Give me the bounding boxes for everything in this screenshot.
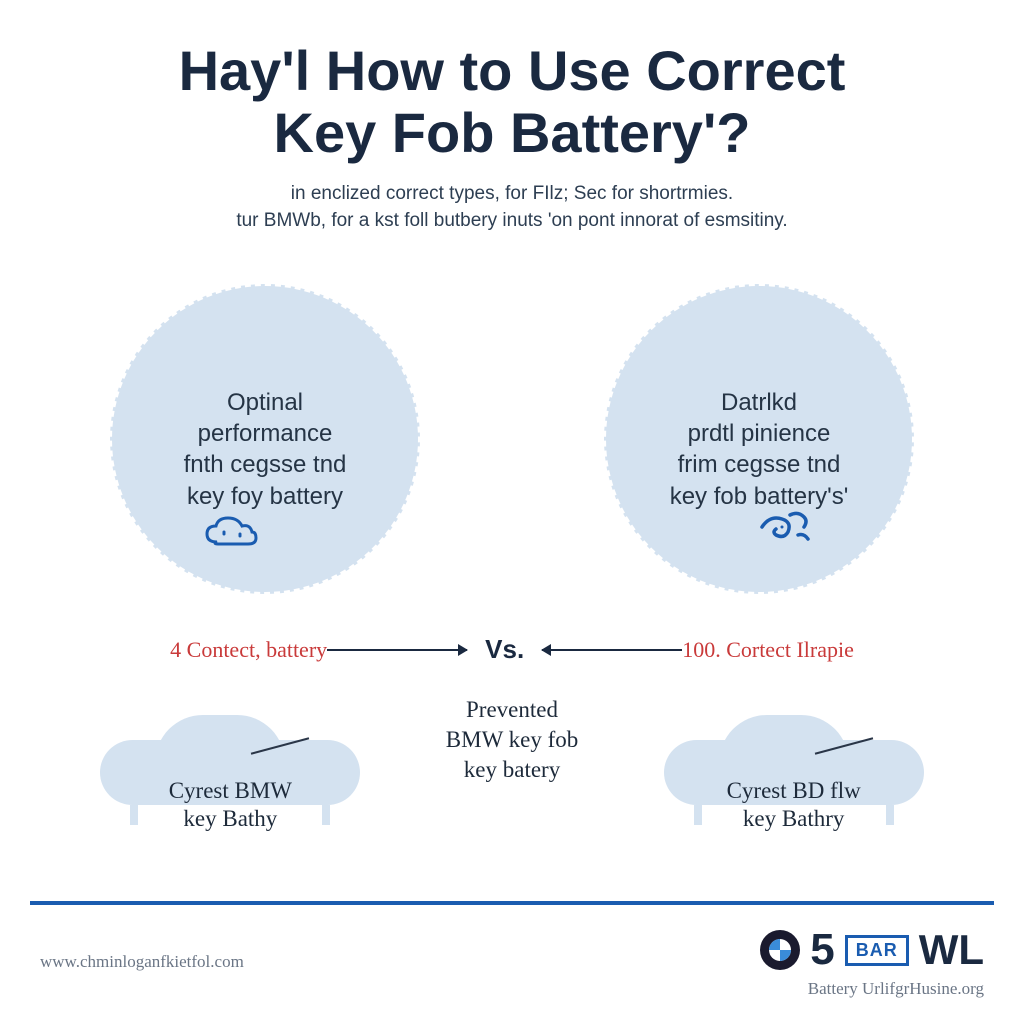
right-circle: Datrlkd prdtl pinience frim cegsse tnd k… — [604, 284, 914, 594]
right-car-block: Cyrest BD flw key Bathry — [648, 715, 939, 815]
left-car-block: Cyrest BMW key Bathy — [85, 715, 376, 815]
big-5: 5 — [810, 925, 834, 975]
title-line1: Hay'l How to Use Correct — [50, 40, 974, 102]
footer-url-left: www.chminloganfkietfol.com — [40, 952, 244, 972]
subtitle-line1: in enclized correct types, for FIlz; Sec… — [50, 181, 974, 208]
footer-divider — [30, 901, 994, 905]
footer-right-block: 5 BAR WL Battery UrlifgrHusine.org — [760, 925, 984, 999]
center-label: Prevented BMW key fob key batery — [396, 695, 629, 815]
left-circle: Optinal performance fnth cegsse tnd key … — [110, 284, 420, 594]
right-car-label: Cyrest BD flw key Bathry — [664, 777, 924, 832]
subtitle-line2: tur BMWb, for a kst foll butbery inuts '… — [50, 208, 974, 235]
vs-text: Vs. — [485, 634, 524, 665]
right-circle-text: Datrlkd prdtl pinience frim cegsse tnd k… — [670, 387, 849, 512]
main-title: Hay'l How to Use Correct Key Fob Battery… — [50, 40, 974, 163]
left-circle-text: Optinal performance fnth cegsse tnd key … — [184, 387, 347, 512]
vs-comparison-row: 4 Contect, battery Vs. 100. Cortect Ilra… — [50, 634, 974, 665]
bmw-logo-icon — [760, 930, 800, 970]
left-car-icon: Cyrest BMW key Bathy — [100, 715, 360, 815]
right-arrow — [327, 649, 467, 651]
footer: www.chminloganfkietfol.com 5 BAR WL Batt… — [0, 901, 1024, 1024]
wl-text: WL — [919, 926, 984, 974]
title-line2: Key Fob Battery'? — [50, 102, 974, 164]
right-car-icon: Cyrest BD flw key Bathry — [664, 715, 924, 815]
swirl-icon — [742, 497, 822, 562]
comparison-circles: Optinal performance fnth cegsse tnd key … — [50, 284, 974, 594]
left-vs-label: 4 Contect, battery — [170, 637, 327, 663]
subtitle: in enclized correct types, for FIlz; Sec… — [50, 181, 974, 234]
right-vs-label: 100. Cortect Ilrapie — [682, 637, 854, 663]
left-car-label: Cyrest BMW key Bathy — [100, 777, 360, 832]
cloud-icon — [202, 512, 272, 562]
left-arrow — [542, 649, 682, 651]
footer-url-right: Battery UrlifgrHusine.org — [808, 979, 984, 999]
bottom-comparison-row: Cyrest BMW key Bathy Prevented BMW key f… — [50, 695, 974, 815]
bar-badge: BAR — [845, 935, 909, 966]
